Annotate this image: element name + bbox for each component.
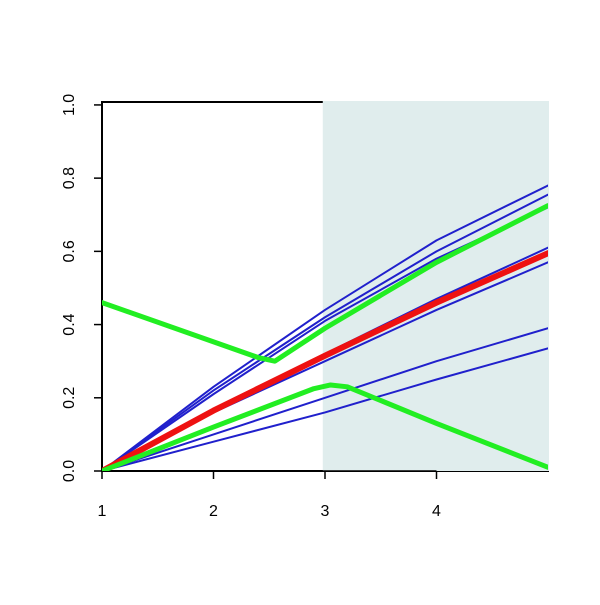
y-tick-label: 0.2 [61,387,78,409]
line [102,327,548,471]
x-tick-label: 2 [209,503,218,520]
y-tick-label: 1.0 [61,94,78,116]
line [102,347,548,471]
y-tick-label: 0.6 [61,240,78,262]
y-tick-label: 0.4 [61,313,78,335]
line [102,193,548,471]
x-tick-label: 4 [432,503,441,520]
line [102,203,548,364]
line [102,184,548,471]
line [102,382,548,471]
x-tick-label: 3 [321,503,330,520]
x-tick-label: 1 [98,503,107,520]
shaded-region [322,101,549,471]
line [102,250,548,471]
y-tick-label: 0.8 [61,167,78,189]
y-tick-label: 0.0 [61,460,78,482]
